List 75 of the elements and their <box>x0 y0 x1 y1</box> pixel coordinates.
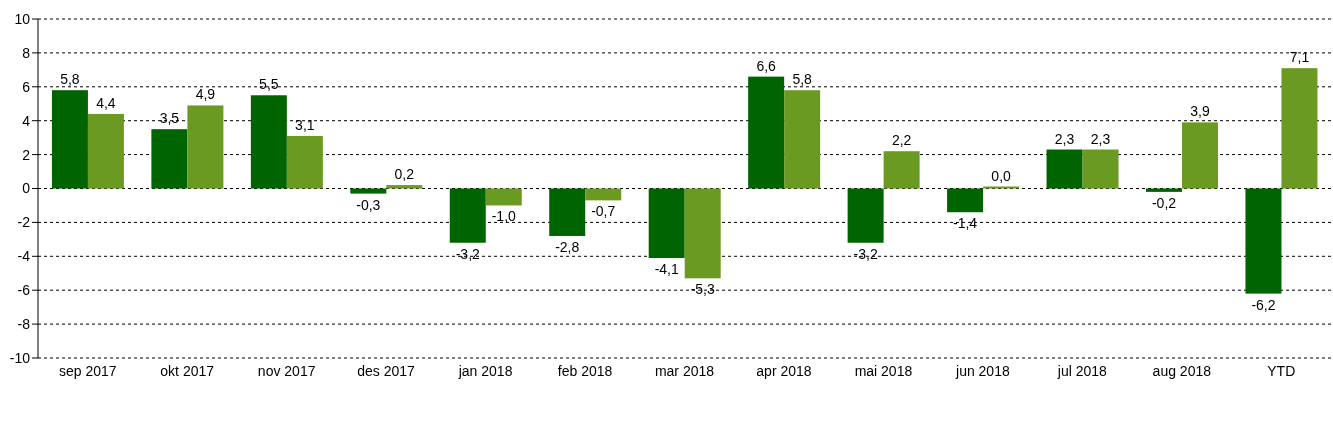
data-label: -1,4 <box>953 215 978 232</box>
bar <box>350 188 387 194</box>
data-label: -4,1 <box>654 260 679 277</box>
y-tick-label: -8 <box>17 316 31 333</box>
data-label: -1,0 <box>491 208 517 225</box>
bar <box>784 90 821 189</box>
data-label: 3,5 <box>159 110 180 127</box>
bar <box>748 76 785 189</box>
data-label: -3,2 <box>853 245 878 262</box>
bar <box>386 185 423 189</box>
bar <box>286 135 323 189</box>
bar <box>1182 122 1218 189</box>
y-tick-label: -10 <box>9 349 31 366</box>
bar <box>883 151 920 189</box>
x-tick-label: okt 2017 <box>160 362 215 379</box>
x-tick-label: aug 2018 <box>1152 362 1212 379</box>
data-label: 0,2 <box>394 166 415 183</box>
bar <box>151 129 188 189</box>
x-tick-label: jan 2018 <box>457 362 513 379</box>
x-tick-label: feb 2018 <box>557 362 613 379</box>
data-label: 6,6 <box>756 57 777 74</box>
y-tick-label: 0 <box>22 180 31 197</box>
y-tick-label: -4 <box>17 248 31 265</box>
x-tick-label: YTD <box>1267 362 1296 379</box>
x-tick-label: mai 2018 <box>854 362 913 379</box>
data-label: -2,8 <box>555 238 580 255</box>
bar <box>187 105 224 189</box>
data-label: 5,5 <box>259 76 279 93</box>
data-label: 7,1 <box>1289 49 1310 66</box>
x-tick-label: jun 2018 <box>955 362 1010 379</box>
bar <box>983 186 1020 189</box>
data-label: 5,8 <box>792 71 813 88</box>
bar <box>648 188 685 258</box>
x-tick-label: jul 2018 <box>1056 362 1108 379</box>
y-tick-label: 8 <box>22 44 31 61</box>
data-label: -5,3 <box>690 281 715 298</box>
data-label: 0,0 <box>991 167 1012 184</box>
x-tick-label: apr 2018 <box>756 362 812 379</box>
data-label: 2,3 <box>1054 130 1075 147</box>
data-label: 2,2 <box>891 132 912 149</box>
bar <box>51 90 88 189</box>
y-tick-label: -6 <box>17 282 31 299</box>
x-tick-label: des 2017 <box>357 362 416 379</box>
bar <box>549 188 586 236</box>
x-tick-label: mar 2018 <box>654 362 715 379</box>
bar <box>585 188 622 201</box>
y-tick-label: -2 <box>17 214 31 231</box>
data-label: -0,2 <box>1151 194 1177 211</box>
bar <box>1082 149 1119 189</box>
data-label: 3,9 <box>1190 103 1210 120</box>
bar <box>250 95 287 189</box>
data-label: -3,2 <box>455 245 481 262</box>
bar <box>847 188 884 243</box>
data-label: -0,3 <box>356 196 381 213</box>
bar <box>87 113 124 189</box>
y-tick-label: 2 <box>22 146 31 163</box>
y-tick-label: 10 <box>14 10 31 27</box>
y-tick-label: 4 <box>22 112 31 129</box>
bar <box>485 188 522 206</box>
data-label: -6,2 <box>1251 296 1276 313</box>
data-label: 3,1 <box>295 116 315 133</box>
data-label: 4,4 <box>96 94 116 111</box>
bar <box>1281 68 1318 189</box>
data-label: -0,7 <box>591 203 616 220</box>
bar <box>449 188 486 243</box>
x-tick-label: nov 2017 <box>257 362 316 379</box>
x-tick-label: sep 2017 <box>58 362 117 379</box>
bar <box>947 188 984 213</box>
data-label: 4,9 <box>195 86 216 103</box>
data-label: 2,3 <box>1090 130 1111 147</box>
bar <box>684 188 721 279</box>
data-label: 5,8 <box>60 71 80 88</box>
bar <box>1046 149 1083 189</box>
y-tick-label: 6 <box>22 78 31 95</box>
bar <box>1245 188 1282 294</box>
